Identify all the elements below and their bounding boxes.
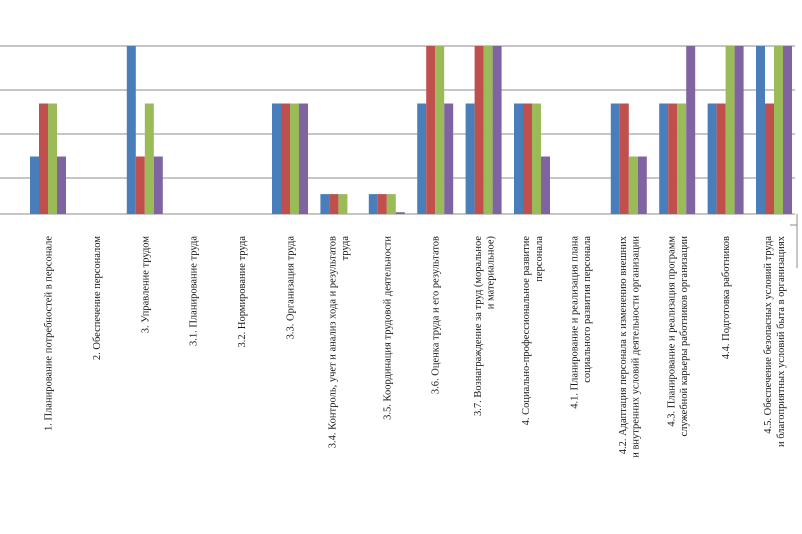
bar-series-3-category-7	[338, 194, 348, 214]
bar-series-1-category-8	[368, 194, 378, 214]
category-label-11-line-2: персонала	[534, 236, 545, 282]
category-label-14: 4.3. Планирование и реализация программ с…	[666, 236, 690, 437]
category-label-6-line-1: 3.3. Организация труда	[286, 236, 297, 340]
bar-series-3-category-3	[144, 103, 154, 214]
bar-series-1-category-11	[514, 103, 523, 214]
bar-series-1-category-3	[126, 46, 136, 214]
bar-series-3-category-14	[677, 103, 687, 214]
category-labels: 1. Планирование потребностей в персонале…	[44, 235, 787, 458]
bar-series-3-category-11	[532, 103, 541, 214]
bar-series-2-category-11	[523, 103, 532, 214]
category-label-7-line-2: труда	[340, 236, 351, 261]
bar-series-4-category-16	[783, 46, 792, 214]
bar-series-2-category-15	[716, 103, 726, 214]
category-label-10-line-2: и материальное)	[485, 236, 496, 310]
category-label-1-line-1: 1. Планирование потребностей в персонале	[44, 236, 55, 431]
bar-series-2-category-14	[668, 103, 678, 214]
category-label-9: 3.6. Оценка труда и его результатов	[431, 236, 442, 394]
bar-series-2-category-13	[619, 103, 629, 214]
category-label-10-line-1: 3.7. Вознаграждение за труд (моральное	[473, 236, 484, 416]
bar-series-2-category-10	[474, 46, 484, 214]
category-label-4: 3.1. Планирование труда	[189, 236, 200, 346]
bar-series-1-category-9	[417, 103, 427, 214]
bar-series-1-category-14	[659, 103, 669, 214]
category-label-8-line-1: 3.5. Координация трудовой деятельности	[382, 236, 393, 420]
bar-series-1-category-16	[756, 46, 765, 214]
category-label-13-line-1: 4.2. Адаптация персонала к изменению вне…	[618, 235, 629, 454]
bar-series-3-category-6	[290, 103, 299, 214]
category-label-8: 3.5. Координация трудовой деятельности	[382, 236, 393, 420]
bar-series-3-category-9	[435, 46, 445, 214]
bar-series-2-category-3	[135, 156, 145, 214]
category-label-15: 4.4. Подготовка работников	[721, 236, 732, 359]
bar-series-4-category-15	[734, 46, 744, 214]
bar-series-2-category-8	[377, 194, 387, 214]
bar-series-4-category-13	[637, 156, 647, 214]
bar-series-1-category-7	[320, 194, 330, 214]
category-label-1: 1. Планирование потребностей в персонале	[44, 236, 55, 431]
category-label-16-line-2: и благоприятных условий быта в организац…	[776, 235, 787, 447]
category-label-12-line-1: 4.1. Планирование и реализация плана	[570, 236, 581, 409]
category-label-13-line-2: и внутренних условий деятельности органи…	[631, 236, 642, 458]
bar-series-1-category-1	[30, 156, 39, 214]
bar-series-3-category-1	[48, 103, 57, 214]
category-label-4-line-1: 3.1. Планирование труда	[189, 236, 200, 346]
bar-series-4-category-11	[541, 156, 550, 214]
category-label-16: 4.5. Обеспечение безопасных условий труд…	[763, 235, 787, 447]
category-label-16-line-1: 4.5. Обеспечение безопасных условий труд…	[763, 236, 774, 434]
category-label-14-line-1: 4.3. Планирование и реализация программ	[666, 236, 677, 427]
category-label-11: 4. Социально-профессиональное развитие пе…	[521, 236, 545, 426]
bar-series-3-category-15	[725, 46, 735, 214]
category-label-11-line-1: 4. Социально-профессиональное развитие	[521, 236, 532, 426]
category-label-12: 4.1. Планирование и реализация плана соци…	[570, 236, 594, 409]
category-label-5-line-1: 3.2. Нормирование труда	[237, 236, 248, 348]
bar-series-1-category-10	[465, 103, 475, 214]
category-label-13: 4.2. Адаптация персонала к изменению вне…	[618, 235, 642, 458]
bar-series-2-category-6	[281, 103, 290, 214]
category-label-5: 3.2. Нормирование труда	[237, 236, 248, 348]
category-label-3: 3. Управление трудом	[140, 236, 151, 334]
bar-series-2-category-9	[426, 46, 436, 214]
category-label-3-line-1: 3. Управление трудом	[140, 236, 151, 334]
bar-series-2-category-7	[329, 194, 339, 214]
category-label-12-line-2: социального развития персонала	[582, 236, 593, 383]
bar-series-1-category-6	[272, 103, 281, 214]
bar-series-1-category-15	[707, 103, 717, 214]
bars	[30, 46, 792, 214]
bar-series-4-category-8	[395, 212, 405, 214]
category-label-15-line-1: 4.4. Подготовка работников	[721, 236, 732, 359]
bar-series-4-category-1	[57, 156, 66, 214]
category-label-7: 3.4. Контроль, учет и анализ хода и резу…	[328, 236, 352, 449]
category-label-2: 2. Обеспечение персоналом	[92, 236, 103, 360]
bar-series-2-category-1	[39, 103, 48, 214]
category-label-7-line-1: 3.4. Контроль, учет и анализ хода и резу…	[328, 236, 339, 448]
category-label-14-line-2: служебной карьеры работников организации	[679, 236, 690, 437]
category-label-9-line-1: 3.6. Оценка труда и его результатов	[431, 236, 442, 394]
bar-series-4-category-10	[492, 46, 502, 214]
bar-series-4-category-14	[686, 46, 696, 214]
category-label-6: 3.3. Организация труда	[286, 236, 297, 340]
category-label-10: 3.7. Вознаграждение за труд (моральное и …	[473, 236, 497, 416]
bar-series-4-category-9	[444, 103, 454, 214]
bar-series-2-category-16	[765, 103, 774, 214]
bar-series-3-category-16	[774, 46, 783, 214]
bar-series-1-category-13	[610, 103, 620, 214]
bar-series-3-category-13	[628, 156, 638, 214]
bar-series-3-category-10	[483, 46, 493, 214]
bar-series-4-category-6	[299, 103, 308, 214]
bar-series-4-category-3	[153, 156, 163, 214]
bar-series-3-category-8	[386, 194, 396, 214]
category-label-2-line-1: 2. Обеспечение персоналом	[92, 236, 103, 360]
